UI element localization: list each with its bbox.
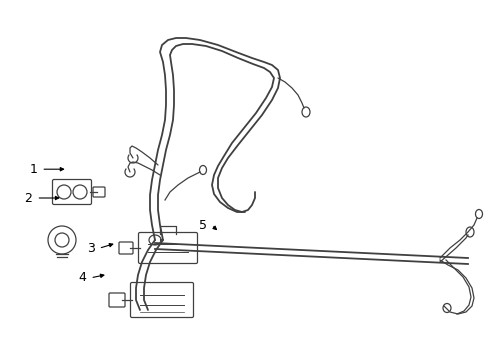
Ellipse shape xyxy=(199,166,206,175)
FancyBboxPatch shape xyxy=(130,283,194,318)
Circle shape xyxy=(55,233,69,247)
FancyBboxPatch shape xyxy=(139,233,197,264)
Ellipse shape xyxy=(466,227,474,237)
Text: 2: 2 xyxy=(24,192,32,204)
Circle shape xyxy=(73,185,87,199)
FancyBboxPatch shape xyxy=(52,180,92,204)
Circle shape xyxy=(48,226,76,254)
Text: 1: 1 xyxy=(29,163,37,176)
Circle shape xyxy=(57,185,71,199)
Text: 3: 3 xyxy=(87,242,95,255)
Ellipse shape xyxy=(475,210,483,219)
Ellipse shape xyxy=(302,107,310,117)
FancyBboxPatch shape xyxy=(109,293,125,307)
Text: 4: 4 xyxy=(78,271,86,284)
Text: 5: 5 xyxy=(199,219,207,231)
FancyBboxPatch shape xyxy=(93,187,105,197)
FancyBboxPatch shape xyxy=(119,242,133,254)
Ellipse shape xyxy=(443,303,451,312)
